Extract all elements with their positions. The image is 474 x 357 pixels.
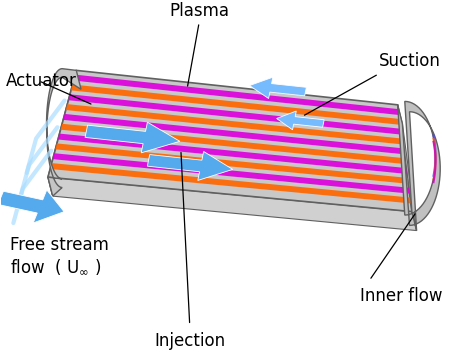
Text: Injection: Injection xyxy=(154,332,225,350)
Polygon shape xyxy=(63,114,404,154)
Polygon shape xyxy=(73,75,399,115)
FancyArrow shape xyxy=(0,190,64,223)
Text: Free stream
flow  ( U$_\infty$ ): Free stream flow ( U$_\infty$ ) xyxy=(10,236,109,276)
Polygon shape xyxy=(53,153,410,193)
Text: Inner flow: Inner flow xyxy=(360,287,442,305)
FancyArrow shape xyxy=(85,122,180,153)
Polygon shape xyxy=(48,70,412,212)
Polygon shape xyxy=(61,124,406,164)
Polygon shape xyxy=(68,94,401,135)
FancyArrow shape xyxy=(249,77,306,99)
Text: Actuator: Actuator xyxy=(5,72,76,90)
Polygon shape xyxy=(50,163,411,203)
FancyArrow shape xyxy=(277,111,324,130)
Polygon shape xyxy=(46,69,81,196)
Polygon shape xyxy=(48,177,417,231)
Text: Suction: Suction xyxy=(379,52,441,70)
Polygon shape xyxy=(66,104,403,145)
Polygon shape xyxy=(71,85,401,125)
Polygon shape xyxy=(55,144,408,184)
Polygon shape xyxy=(58,134,407,174)
Polygon shape xyxy=(48,70,81,196)
Polygon shape xyxy=(398,101,440,231)
Text: Plasma: Plasma xyxy=(169,2,229,20)
Polygon shape xyxy=(398,105,417,231)
FancyArrow shape xyxy=(147,151,233,180)
